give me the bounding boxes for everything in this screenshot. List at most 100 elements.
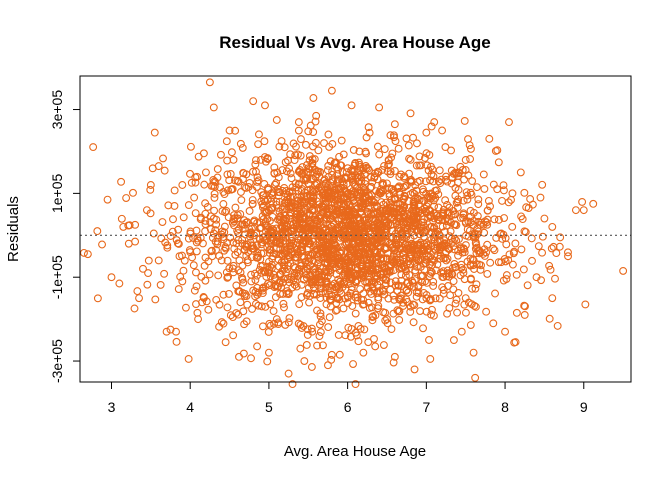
data-point [314, 146, 323, 155]
data-point [225, 264, 234, 273]
data-point [442, 213, 451, 222]
data-point [282, 167, 291, 176]
data-point [364, 123, 373, 132]
data-point [300, 203, 309, 212]
data-point [379, 181, 387, 189]
data-point [253, 342, 262, 351]
data-point [504, 256, 513, 264]
data-point [222, 137, 231, 146]
data-point [237, 188, 245, 196]
data-point [408, 277, 416, 286]
data-point [383, 315, 391, 324]
data-point [93, 227, 102, 236]
data-point [301, 140, 310, 149]
data-point [319, 203, 328, 212]
data-point [248, 242, 257, 250]
data-point [221, 208, 230, 217]
data-point [402, 134, 411, 143]
data-point [395, 315, 404, 324]
data-point [229, 331, 238, 340]
data-point [402, 217, 411, 226]
data-point [254, 301, 263, 310]
data-point [494, 158, 503, 167]
data-point [219, 319, 228, 328]
data-point [413, 250, 422, 259]
data-point [201, 276, 210, 285]
data-point [386, 203, 395, 212]
data-point [308, 327, 317, 336]
data-point [205, 270, 214, 279]
data-point [397, 263, 406, 272]
data-point [174, 225, 183, 234]
data-point [355, 166, 364, 175]
data-point [471, 373, 480, 382]
data-point [394, 307, 403, 316]
data-point [362, 199, 370, 208]
data-point [490, 246, 499, 255]
data-point [357, 197, 366, 206]
data-point [321, 199, 329, 208]
data-point [188, 253, 197, 262]
data-point [317, 278, 326, 287]
data-point [465, 226, 474, 235]
data-point [468, 177, 477, 186]
data-point [354, 337, 363, 346]
data-point [164, 201, 173, 210]
data-point [313, 306, 321, 315]
data-point [248, 304, 257, 313]
data-point [261, 101, 269, 110]
data-point [337, 211, 346, 220]
data-point [447, 146, 456, 155]
data-point [217, 256, 226, 265]
data-point [245, 207, 254, 215]
data-point [324, 361, 332, 370]
data-point [348, 171, 357, 180]
data-point [115, 279, 124, 288]
data-point [384, 263, 393, 272]
data-point [384, 238, 393, 247]
data-point [449, 169, 458, 178]
data-point [263, 357, 272, 366]
data-point [251, 276, 260, 284]
data-point [119, 222, 128, 231]
data-point [314, 255, 323, 264]
data-point [337, 175, 346, 184]
data-point [454, 246, 463, 255]
data-point [534, 242, 543, 251]
data-point [445, 304, 454, 312]
data-point [427, 310, 435, 319]
data-point [466, 275, 475, 284]
data-point [489, 180, 498, 189]
data-point [216, 150, 225, 159]
data-point [526, 195, 535, 203]
data-point [205, 78, 214, 87]
data-point [397, 282, 406, 290]
data-point [224, 213, 233, 222]
data-point [299, 192, 308, 201]
data-point [327, 86, 336, 95]
data-point [467, 300, 476, 309]
data-point [160, 269, 169, 278]
data-point [479, 170, 488, 179]
data-point [228, 185, 237, 194]
data-point [380, 245, 389, 254]
data-point [351, 309, 360, 318]
data-point [223, 170, 232, 179]
data-point [371, 169, 380, 178]
data-point [272, 116, 281, 124]
data-point [117, 214, 126, 223]
data-point [412, 161, 421, 170]
data-point [186, 169, 194, 178]
data-point [351, 205, 360, 214]
data-point [107, 273, 116, 282]
data-point [309, 128, 318, 137]
data-point [89, 143, 98, 152]
data-point [482, 307, 491, 316]
data-point [390, 295, 399, 304]
data-point [264, 348, 273, 357]
data-point [376, 189, 385, 198]
data-point [260, 137, 269, 146]
data-point [386, 233, 394, 242]
data-point [493, 185, 502, 194]
data-point [508, 260, 517, 269]
